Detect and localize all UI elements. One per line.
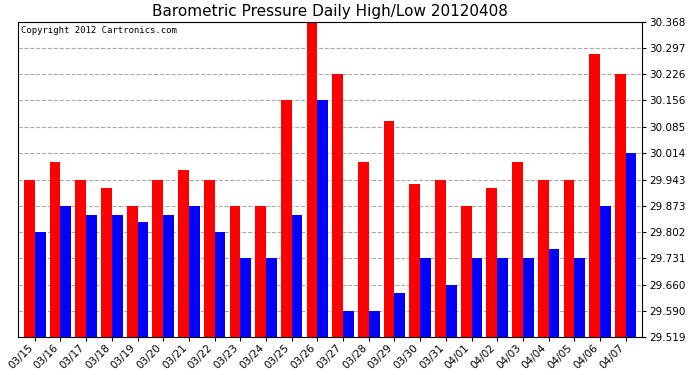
Bar <box>333 75 343 337</box>
Bar <box>101 188 112 337</box>
Text: Copyright 2012 Cartronics.com: Copyright 2012 Cartronics.com <box>21 27 177 36</box>
Bar <box>112 215 123 337</box>
Bar <box>164 215 174 337</box>
Bar <box>24 180 34 337</box>
Bar <box>152 180 164 337</box>
Bar <box>317 100 328 337</box>
Bar <box>127 206 137 337</box>
Bar <box>215 232 226 337</box>
Bar <box>615 75 626 337</box>
Bar <box>409 184 420 337</box>
Bar <box>600 206 611 337</box>
Bar <box>75 180 86 337</box>
Bar <box>61 206 71 337</box>
Bar <box>292 215 302 337</box>
Bar <box>549 249 560 337</box>
Bar <box>538 180 549 337</box>
Bar <box>497 258 508 337</box>
Bar <box>486 188 497 337</box>
Bar <box>230 206 240 337</box>
Bar <box>368 311 380 337</box>
Bar <box>461 206 471 337</box>
Bar <box>358 162 368 337</box>
Bar <box>384 121 395 337</box>
Bar <box>240 258 251 337</box>
Bar <box>589 54 600 337</box>
Bar <box>178 170 189 337</box>
Bar <box>435 180 446 337</box>
Bar <box>446 285 457 337</box>
Bar <box>189 206 199 337</box>
Bar <box>50 162 61 337</box>
Bar <box>626 153 636 337</box>
Bar <box>512 162 523 337</box>
Bar <box>137 222 148 337</box>
Bar <box>86 215 97 337</box>
Bar <box>204 180 215 337</box>
Bar <box>266 258 277 337</box>
Bar <box>395 293 405 337</box>
Bar <box>281 100 292 337</box>
Bar <box>255 206 266 337</box>
Bar <box>523 258 533 337</box>
Bar <box>420 258 431 337</box>
Title: Barometric Pressure Daily High/Low 20120408: Barometric Pressure Daily High/Low 20120… <box>152 4 508 19</box>
Bar <box>564 180 574 337</box>
Bar <box>34 232 46 337</box>
Bar <box>471 258 482 337</box>
Bar <box>343 311 354 337</box>
Bar <box>574 258 585 337</box>
Bar <box>306 22 317 337</box>
